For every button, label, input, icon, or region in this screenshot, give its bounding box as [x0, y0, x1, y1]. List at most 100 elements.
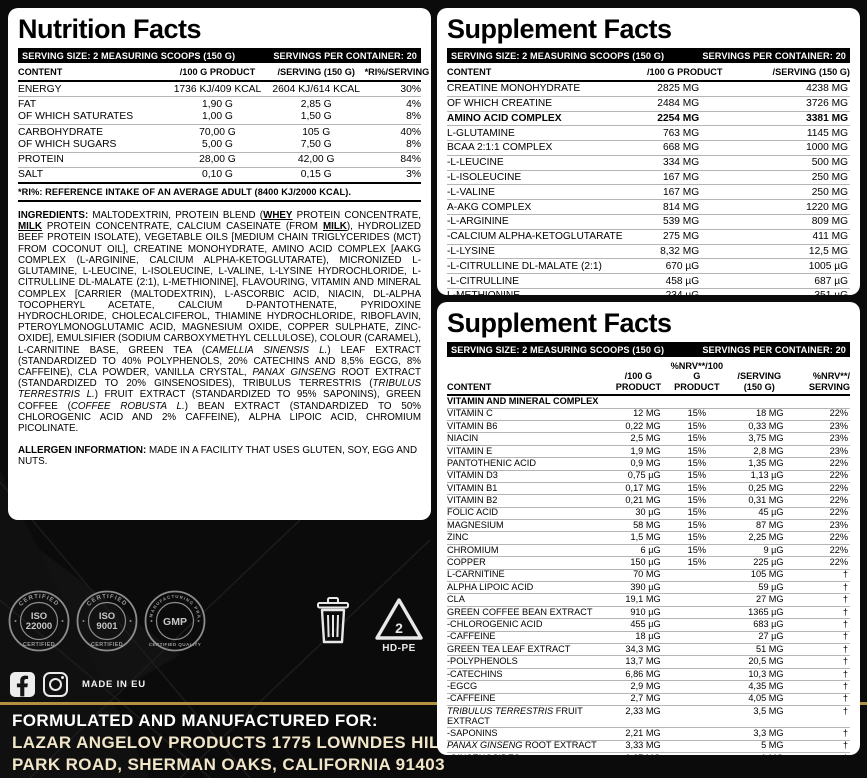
badge-center-line2: 22000 — [26, 621, 52, 632]
cell-serving: 3,5 MG — [725, 705, 794, 729]
cell-serving: 1 MG — [725, 752, 794, 755]
cell-nrv100: 15% — [668, 445, 726, 459]
disposal-icons: 2 HD-PE — [314, 596, 428, 654]
cell-name: -CHLOROGENIC ACID — [447, 618, 609, 632]
cell-name: PROTEIN — [18, 152, 168, 168]
certification-badges: CERTIFIED ISO 22000 CERTIFIED CERTIFIED … — [8, 590, 206, 652]
text-segment: MILK — [18, 221, 42, 233]
text-segment: ROOT EXTRACT (STANDARDIZED TO 20% GINSEN… — [18, 366, 421, 390]
cell-nrvs: 22% — [793, 408, 850, 421]
table-row: -L-ISOLEUCINE 167 MG 250 MG — [447, 170, 850, 186]
col-header-nrv-serving: %NRV**/ SERVING — [793, 359, 850, 397]
facebook-icon — [10, 672, 35, 697]
cell-per100: 28,00 G — [167, 152, 268, 168]
text-segment: TRIBULUS TERRESTRIS — [447, 705, 554, 716]
cell-serving: 51 MG — [725, 643, 794, 657]
table-row: L-METHIONINE234 µG351 µG — [447, 288, 850, 295]
cell-nrv100: 15% — [668, 494, 726, 508]
col-header-content: CONTENT — [18, 65, 168, 82]
cell-nrvs: 22% — [793, 470, 850, 483]
cell-name: OF WHICH SUGARS — [18, 137, 168, 153]
cell-serving: 18 MG — [725, 408, 794, 421]
supplement-facts-panel-2: Supplement Facts SERVING SIZE: 2 MEASURI… — [437, 302, 860, 755]
table-row: ENERGY 1736 KJ/409 KCAL 2604 KJ/614 KCAL 30… — [18, 80, 421, 98]
table-row: VITAMIN B2 0,21 MG 15% 0,31 MG 22% — [447, 494, 850, 508]
cell-serving: 1,35 MG — [725, 457, 794, 471]
cell-name: AMINO ACID COMPLEX — [447, 111, 625, 127]
cell-per100: 0,22 MG — [608, 420, 669, 434]
cell-serving: 27 MG — [725, 593, 794, 607]
cell-name: VITAMIN D3 — [447, 470, 609, 483]
table-row: L-CARNITINE 70 MG 105 MG † — [447, 569, 850, 583]
cell-serving: 4,35 MG — [725, 680, 794, 694]
cell-per100: 1,5 MG — [608, 531, 669, 545]
cell-nrvs: † — [793, 752, 850, 755]
nutrition-table-header: CONTENT /100 G PRODUCT /SERVING (150 G) … — [18, 65, 429, 82]
cell-name: VITAMIN B6 — [447, 420, 609, 434]
cell-nrvs: 22% — [793, 544, 850, 558]
table-row: PROTEIN 28,00 G 42,00 G 84% — [18, 152, 421, 168]
serving-size-text: SERVING SIZE: 2 MEASURING SCOOPS (150 G) — [22, 50, 236, 61]
cell-per100: 2825 MG — [624, 80, 746, 97]
badge-ring-bottom-text: CERTIFIED — [23, 642, 55, 648]
cell-serving: 0,31 MG — [725, 494, 794, 508]
cell-nrv100 — [668, 680, 726, 694]
table-row: CREATINE MONOHYDRATE 2825 MG 4238 MG — [447, 80, 850, 97]
cell-per100: 2254 MG — [624, 111, 746, 127]
text-segment: ALLERGEN INFORMATION: — [18, 445, 149, 457]
recycling-triangle-icon: 2 — [375, 598, 423, 640]
cell-name: -GINSENOSIDES — [447, 752, 609, 755]
cell-nrv100: 15% — [668, 470, 726, 483]
resin-code: 2 — [395, 620, 403, 636]
cell-serving: 1,50 G — [267, 109, 365, 125]
cell-per100: 6,86 MG — [608, 668, 669, 682]
cell-per100: 12 MG — [608, 408, 669, 421]
cell-nrv100 — [668, 631, 726, 645]
cell-serving: 1145 MG — [745, 125, 850, 142]
trash-bin-icon — [317, 597, 349, 644]
iso-9001-badge: CERTIFIED ISO 9001 CERTIFIED — [76, 590, 138, 652]
serving-size-text: SERVING SIZE: 2 MEASURING SCOOPS (150 G) — [451, 344, 665, 355]
table-row: COPPER 150 µG 15% 225 µG 22% — [447, 556, 850, 570]
cell-serving: 9 µG — [725, 544, 794, 558]
cell-name: CLA — [447, 593, 609, 607]
cell-per100: 8,32 MG — [624, 244, 746, 260]
cell-name: -SAPONINS — [447, 727, 609, 741]
cell-nrv100: 15% — [668, 556, 726, 570]
col-header-per100: /100 G PRODUCT — [608, 359, 669, 397]
cell-per100: 390 µG — [608, 581, 669, 595]
text-segment: ) FRUIT EXTRACT (STANDARDIZED TO 95% SAP… — [18, 389, 422, 412]
table-row: CHROMIUM 6 µG 15% 9 µG 22% — [447, 544, 850, 558]
cell-per100: 1,00 G — [167, 109, 268, 125]
cell-serving: 105 MG — [725, 569, 794, 583]
supplement2-title: Supplement Facts — [447, 308, 672, 338]
cell-nrvs: † — [793, 680, 850, 694]
table-row: VITAMIN D3 0,75 µG 15% 1,13 µG 22% — [447, 470, 850, 483]
table-row: GREEN COFFEE BEAN EXTRACT 910 µG 1365 µG † — [447, 606, 850, 620]
cell-serving: 1365 µG — [725, 606, 794, 620]
cell-per100: 1,9 MG — [608, 445, 669, 459]
cell-nrv100 — [668, 643, 726, 657]
cell-per100: 2,5 MG — [608, 432, 669, 446]
table-row: BCAA 2:1:1 COMPLEX 668 MG 1000 MG — [447, 140, 850, 156]
cell-name: -L-LEUCINE — [447, 155, 625, 171]
iso-22000-badge: CERTIFIED ISO 22000 CERTIFIED — [8, 590, 70, 652]
nutrition-facts-panel: Nutrition Facts SERVING SIZE: 2 MEASURIN… — [8, 8, 431, 520]
cell-serving: 1220 MG — [745, 199, 850, 215]
cell-serving: 20,5 MG — [725, 655, 794, 669]
table-row: AMINO ACID COMPLEX 2254 MG 3381 MG — [447, 111, 850, 127]
cell-name: BCAA 2:1:1 COMPLEX — [447, 140, 625, 156]
cell-name: L-GLUTAMINE — [447, 125, 625, 142]
instagram-icon — [43, 672, 68, 697]
cell-name: CHROMIUM — [447, 544, 609, 558]
table-row: FAT 1,90 G 2,85 G 4% — [18, 97, 421, 110]
cell-ri: 84% — [364, 152, 421, 168]
cell-per100: 0,21 MG — [608, 494, 669, 508]
cell-serving: 7,50 G — [267, 137, 365, 153]
text-segment: MALTODEXTRIN, PROTEIN BLEND ( — [92, 210, 264, 222]
table-row: -CALCIUM ALPHA-KETOGLUTARATE 275 MG 411 MG — [447, 229, 850, 245]
cell-nrvs: 23% — [793, 432, 850, 446]
cell-ri: 40% — [400, 126, 421, 138]
cell-serving: 250 MG — [745, 184, 850, 201]
cell-nrv100: 15% — [668, 531, 726, 545]
